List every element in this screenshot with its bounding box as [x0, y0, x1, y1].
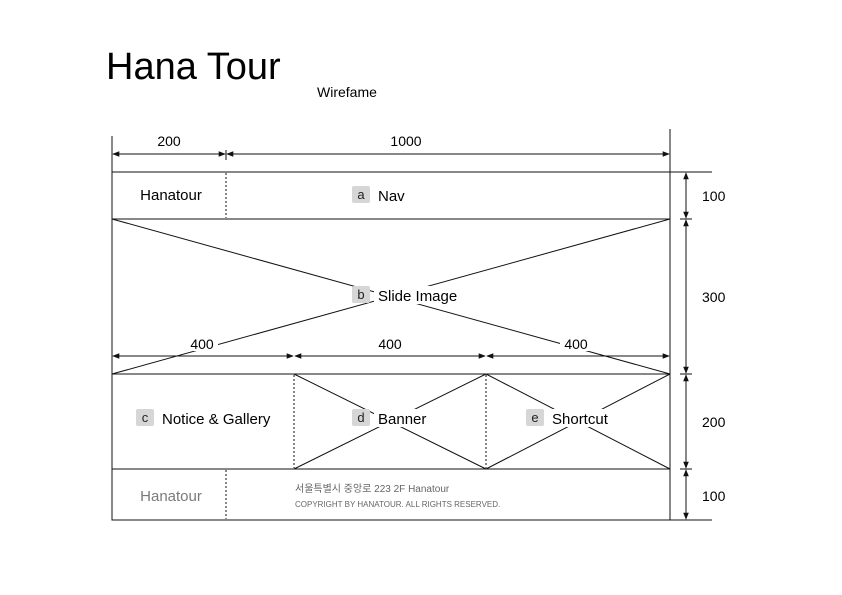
badge-e-bg: [526, 409, 544, 426]
dim-label-content-height: 200: [702, 414, 726, 430]
top-dimensions: [111, 129, 671, 172]
dim-col1-label-bg: [186, 336, 218, 351]
slide-label-bg: [374, 286, 460, 304]
dim-label-col3: 400: [564, 336, 588, 352]
badge-d-bg: [352, 409, 370, 426]
badge-a: a: [357, 187, 365, 202]
footer-logo: Hanatour: [140, 488, 202, 505]
shortcut-label: Shortcut: [552, 411, 609, 428]
frame: [111, 171, 671, 521]
banner-label: Banner: [378, 411, 426, 428]
banner-label-bg: [374, 409, 430, 427]
page-subtitle: Wirefame: [317, 84, 377, 100]
badge-a-bg: [352, 186, 370, 203]
dim-label-logo-width: 200: [157, 133, 181, 149]
badge-c: c: [142, 410, 149, 425]
page-title: Hana Tour: [106, 46, 281, 88]
footer-copyright: COPYRIGHT BY HANATOUR. ALL RIGHTS RESERV…: [295, 500, 500, 509]
dim-label-header-height: 100: [702, 188, 726, 204]
dim-label-col2: 400: [378, 336, 402, 352]
content-dividers: [293, 375, 487, 468]
frame-outline: [111, 171, 671, 521]
notice-gallery-label: Notice & Gallery: [162, 411, 271, 428]
badge-e: e: [531, 410, 538, 425]
right-dimensions: [670, 171, 712, 521]
badge-d: d: [357, 410, 364, 425]
dim-label-col1: 400: [190, 336, 214, 352]
footer-address: 서울특별시 중앙로 223 2F Hanatour: [295, 483, 450, 495]
badge-b-bg: [352, 286, 370, 303]
header-logo: Hanatour: [140, 187, 202, 204]
badge-c-bg: [136, 409, 154, 426]
dim-label-footer-height: 100: [702, 488, 726, 504]
dim-label-slide-height: 300: [702, 289, 726, 305]
slide-label: Slide Image: [378, 288, 457, 305]
dim-label-nav-width: 1000: [390, 133, 421, 149]
nav-label: Nav: [378, 188, 405, 205]
badge-b: b: [357, 287, 364, 302]
dim-col3-label-bg: [560, 336, 592, 351]
shortcut-label-bg: [548, 409, 614, 427]
